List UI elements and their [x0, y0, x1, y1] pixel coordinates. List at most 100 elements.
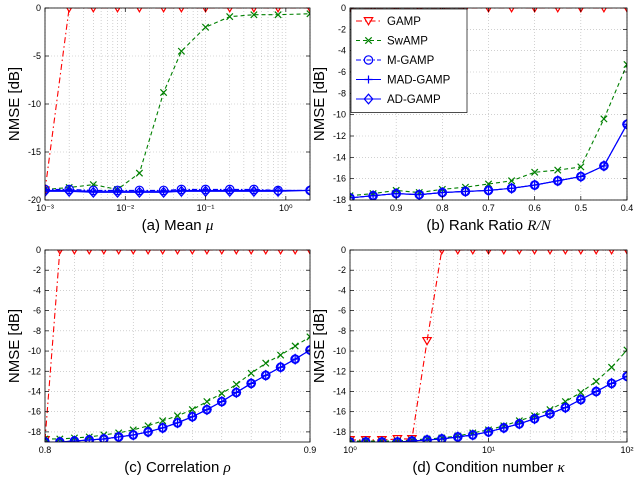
data-point-ad-gamp [529, 413, 540, 425]
y-tick-label: -12 [333, 366, 346, 376]
subplot-caption: (c) Correlation ρ [124, 459, 230, 476]
legend-label-m-gamp: M-GAMP [387, 55, 435, 67]
data-point-ad-gamp [275, 361, 286, 373]
subplot-2: 1 0.9 0.8 0.7 0.6 0.5 0.4 -18 -16 -14 -12 -10 -8 -6 -4… [311, 3, 633, 234]
data-point-ad-gamp [84, 434, 95, 442]
data-point-ad-gamp [483, 184, 494, 197]
data-point-swamp [554, 166, 562, 174]
data-point-ad-gamp [483, 426, 494, 438]
data-point-ad-gamp [248, 185, 259, 198]
data-point-ad-gamp [414, 188, 425, 200]
data-point-ad-gamp [506, 182, 517, 194]
x-tick-label: 1 [347, 203, 352, 213]
y-tick-label: -18 [333, 427, 346, 437]
y-tick-label: -14 [333, 152, 346, 162]
data-point-swamp [232, 380, 240, 389]
subplot-3: 0.8 0.9 -18 -16 -14 -12 -10 -8 -6 -4 -2 0 NMSE [dB] (… [6, 245, 316, 476]
y-tick-label: -16 [333, 407, 346, 417]
x-tick-label: 10¹ [482, 445, 495, 455]
x-tick-label: 10⁰ [279, 203, 293, 213]
legend-marker-gamp [363, 17, 374, 26]
y-tick-label: -2 [338, 24, 346, 34]
legend-marker-ad-gamp [363, 93, 374, 105]
legend-label-gamp: GAMP [387, 16, 421, 28]
subplot-caption: (a) Mean μ [142, 217, 214, 234]
y-tick-label: -10 [333, 346, 346, 356]
series-line-swamp [45, 13, 310, 191]
y-tick-label: -2 [338, 265, 346, 275]
x-tick-label: 10⁻³ [36, 203, 54, 213]
x-tick-label: 10⁻² [116, 203, 134, 213]
data-point-swamp [159, 417, 167, 425]
data-point-ad-gamp [134, 186, 145, 199]
data-point-ad-gamp [575, 393, 586, 406]
data-point-swamp [188, 406, 196, 414]
legend-marker-mad-gamp [364, 75, 373, 84]
x-tick-label: 0.8 [39, 445, 52, 455]
data-point-ad-gamp [260, 369, 271, 382]
data-point-ad-gamp [187, 411, 198, 423]
data-point-swamp [577, 388, 585, 397]
data-point-swamp [226, 13, 234, 21]
data-point-ad-gamp [376, 436, 387, 442]
data-point-swamp [607, 363, 616, 371]
data-point-ad-gamp [54, 436, 65, 442]
data-point-swamp [623, 60, 627, 69]
data-point-ad-gamp [598, 160, 609, 172]
y-tick-label: -10 [28, 346, 41, 356]
data-point-ad-gamp [98, 433, 109, 442]
data-point-swamp [247, 369, 255, 377]
data-point-ad-gamp [69, 435, 80, 442]
data-point-ad-gamp [514, 418, 525, 430]
data-point-ad-gamp [246, 377, 257, 390]
data-point-ad-gamp [436, 433, 447, 442]
series-group [45, 8, 310, 199]
caption-symbol: κ [557, 460, 565, 476]
y-tick-label: -8 [33, 326, 41, 336]
data-point-ad-gamp [368, 190, 379, 200]
legend-label-swamp: SwAMP [387, 36, 428, 48]
data-point-swamp [623, 346, 627, 354]
x-tick-label: 10⁰ [343, 445, 357, 455]
data-point-ad-gamp [158, 186, 169, 199]
subplot-1: 10⁻³ 10⁻² 10⁻¹ 10⁰ -20 -15 -10 -5 0 NMSE [dB] (a) … [6, 3, 311, 234]
data-point-swamp [531, 168, 539, 176]
caption-text: (a) Mean [142, 217, 206, 234]
series-line-ad-gamp [350, 375, 627, 442]
data-point-ad-gamp [143, 426, 154, 438]
data-point-ad-gamp [201, 403, 212, 416]
data-point-ad-gamp [290, 353, 301, 365]
y-tick-label: -10 [333, 110, 346, 120]
y-tick-label: -6 [338, 67, 346, 77]
data-point-gamp [421, 336, 433, 346]
y-tick-label: -6 [33, 306, 41, 316]
markers-ad-gamp [45, 184, 310, 199]
data-point-ad-gamp [360, 436, 371, 442]
y-tick-label: 0 [36, 245, 41, 255]
data-point-swamp [276, 351, 285, 359]
data-point-swamp [135, 169, 144, 177]
x-tick-label: 10² [620, 445, 633, 455]
data-point-ad-gamp [45, 436, 50, 442]
x-tick-label: 0.9 [304, 445, 317, 455]
data-point-ad-gamp [350, 436, 355, 442]
data-point-ad-gamp [224, 185, 235, 198]
data-point-ad-gamp [591, 385, 602, 398]
legend-marker-swamp [364, 36, 373, 45]
data-point-ad-gamp [216, 395, 227, 408]
data-point-swamp [201, 23, 210, 31]
data-point-ad-gamp [545, 407, 555, 420]
data-point-ad-gamp [273, 185, 284, 198]
data-point-ad-gamp [622, 370, 627, 383]
data-point-mad-gamp [623, 120, 627, 129]
legend-label-mad-gamp: MAD-GAMP [387, 75, 451, 87]
series-line-ad-gamp [45, 349, 310, 442]
data-point-ad-gamp [88, 186, 99, 199]
data-point-swamp [592, 377, 600, 385]
data-point-swamp [203, 397, 211, 406]
y-tick-label: -5 [33, 51, 41, 61]
data-point-swamp [45, 435, 49, 442]
grid [349, 249, 628, 442]
data-point-ad-gamp [112, 186, 123, 199]
data-point-swamp [218, 389, 226, 398]
